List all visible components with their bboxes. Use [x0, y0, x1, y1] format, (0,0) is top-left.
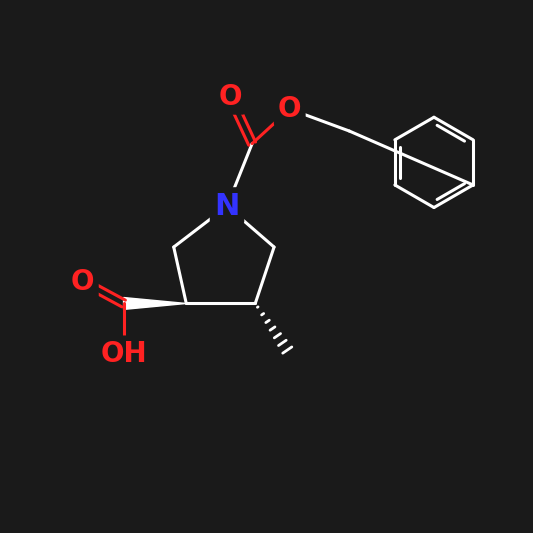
Text: N: N [214, 192, 240, 221]
Text: O: O [219, 83, 242, 110]
Text: O: O [71, 268, 94, 295]
Text: OH: OH [100, 340, 147, 368]
Text: OH: OH [100, 340, 147, 368]
Text: O: O [219, 83, 242, 110]
Text: O: O [278, 95, 302, 123]
Text: N: N [214, 192, 240, 221]
Text: O: O [71, 268, 94, 295]
Polygon shape [124, 297, 186, 310]
Text: O: O [278, 95, 302, 123]
